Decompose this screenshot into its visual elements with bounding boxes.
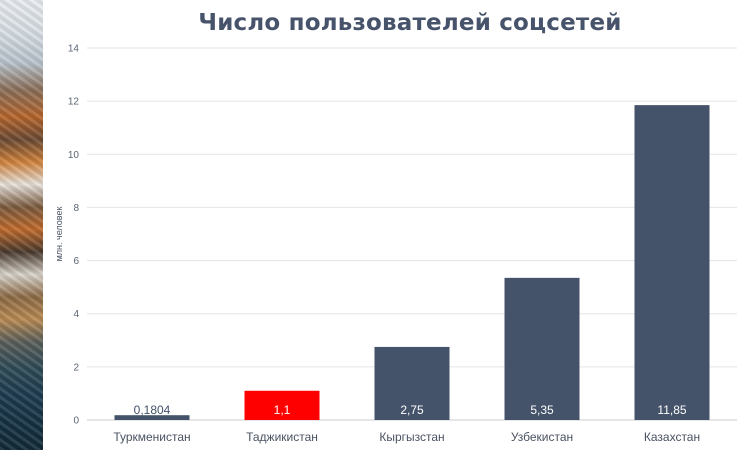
bars [114, 105, 710, 420]
y-tick-label: 0 [73, 416, 79, 427]
data-label: 0,1804 [134, 403, 171, 417]
bar [244, 390, 320, 420]
y-tick-label: 14 [68, 44, 80, 55]
category-label: Казахстан [644, 430, 700, 444]
y-tick-label: 2 [73, 362, 79, 373]
data-label: 5,35 [530, 403, 554, 417]
y-tick-label: 10 [68, 150, 80, 161]
y-axis-label: млн. человек [54, 207, 64, 262]
data-label: 1,1 [274, 403, 291, 417]
y-tick-label: 6 [73, 256, 79, 267]
category-label: Кыргызстан [379, 430, 444, 444]
bar [114, 415, 190, 420]
bar [504, 277, 580, 420]
y-axis-ticks: 0 2 4 6 8 10 12 14 [68, 44, 80, 427]
data-label: 2,75 [400, 403, 424, 417]
data-labels: 0,1804 1,1 2,75 5,35 11,85 [134, 403, 687, 417]
y-tick-label: 4 [73, 309, 79, 320]
y-tick-label: 8 [73, 203, 79, 214]
gridlines [87, 47, 737, 421]
category-label: Туркменистан [113, 430, 190, 444]
bar [374, 346, 450, 420]
chart-title: Число пользователей соцсетей [198, 10, 622, 36]
data-label: 11,85 [657, 403, 686, 417]
y-tick-label: 12 [68, 97, 80, 108]
side-photo-strip [0, 0, 43, 450]
category-label: Таджикистан [246, 430, 318, 444]
bar [634, 105, 710, 420]
x-axis-categories: Туркменистан Таджикистан Кыргызстан Узбекис… [113, 430, 700, 444]
category-label: Узбекистан [511, 430, 573, 444]
